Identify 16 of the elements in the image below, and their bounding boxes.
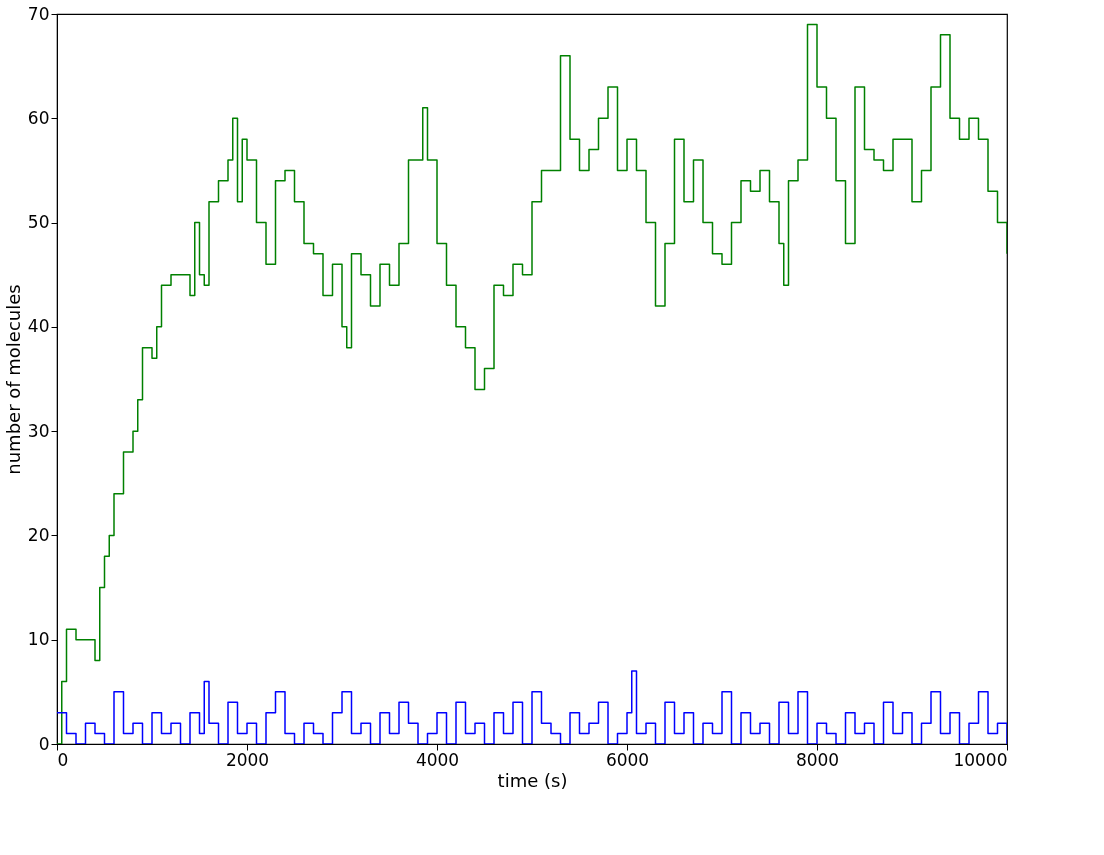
y-tick-label: 50 [27,212,50,233]
x-tick-label: 10000 [953,749,1008,770]
y-tick-label: 40 [27,316,50,337]
x-tick-label: 4000 [415,749,460,770]
x-tick-label: 0 [57,749,69,770]
y-tick-label: 0 [38,733,50,754]
y-tick-label: 30 [27,420,50,441]
y-tick-label: 60 [27,107,50,128]
y-tick-label: 70 [27,3,50,24]
x-tick-label: 6000 [605,749,650,770]
x-axis-title: time (s) [497,769,568,791]
y-tick-label: 10 [27,629,50,650]
y-tick-label: 20 [27,524,50,545]
x-tick-label: 8000 [795,749,840,770]
y-axis-title: number of molecules [2,284,24,475]
x-tick-label: 2000 [225,749,270,770]
